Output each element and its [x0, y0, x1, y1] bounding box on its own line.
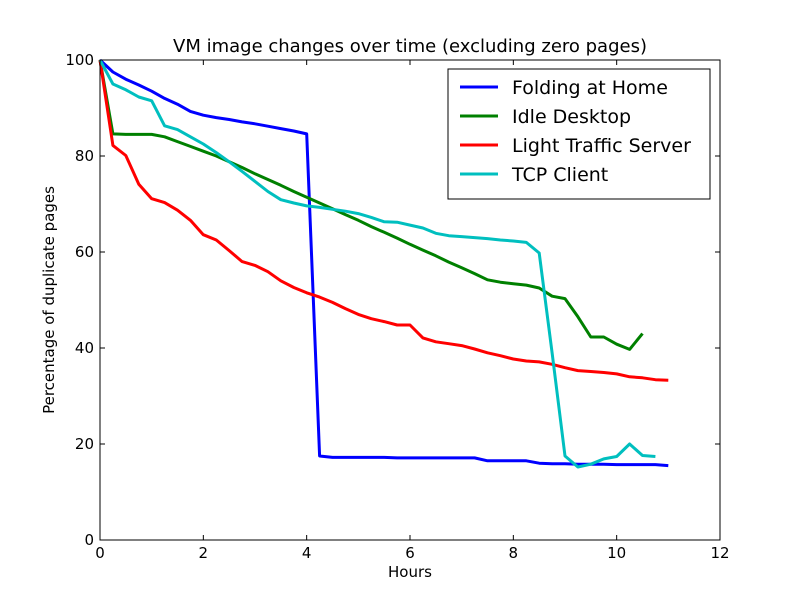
y-tick-label: 20 [75, 435, 94, 453]
y-axis: 0 20 40 60 80 100 [65, 51, 720, 549]
series-line-idle-desktop [98, 59, 644, 351]
y-tick-label: 80 [75, 147, 94, 165]
legend-label: Light Traffic Server [512, 135, 691, 157]
x-tick-label: 8 [509, 544, 519, 562]
y-tick-label: 0 [84, 531, 94, 549]
y-axis-label: Percentage of duplicate pages [40, 186, 58, 414]
x-tick-label: 4 [302, 544, 312, 562]
x-axis-label: Hours [388, 563, 432, 581]
legend-label: Folding at Home [512, 77, 668, 99]
legend-box [447, 68, 711, 200]
chart-title: VM image changes over time (excluding ze… [173, 36, 647, 57]
x-tick-label: 2 [199, 544, 209, 562]
x-axis: 0 2 4 6 8 10 12 [95, 60, 730, 562]
series-line-light-traffic-server [98, 59, 669, 382]
y-tick-label: 100 [65, 51, 94, 69]
series-line-tcp-client [98, 59, 656, 469]
legend-label: TCP Client [511, 164, 608, 186]
legend: Folding at Home Idle Desktop Light Traffic… [447, 68, 711, 200]
plot-area [98, 58, 669, 469]
x-tick-label: 6 [405, 544, 415, 562]
y-tick-label: 60 [75, 243, 94, 261]
y-tick-label: 40 [75, 339, 94, 357]
x-tick-label: 12 [710, 544, 729, 562]
legend-label: Idle Desktop [512, 106, 631, 128]
x-tick-label: 10 [607, 544, 626, 562]
x-tick-label: 0 [95, 544, 105, 562]
